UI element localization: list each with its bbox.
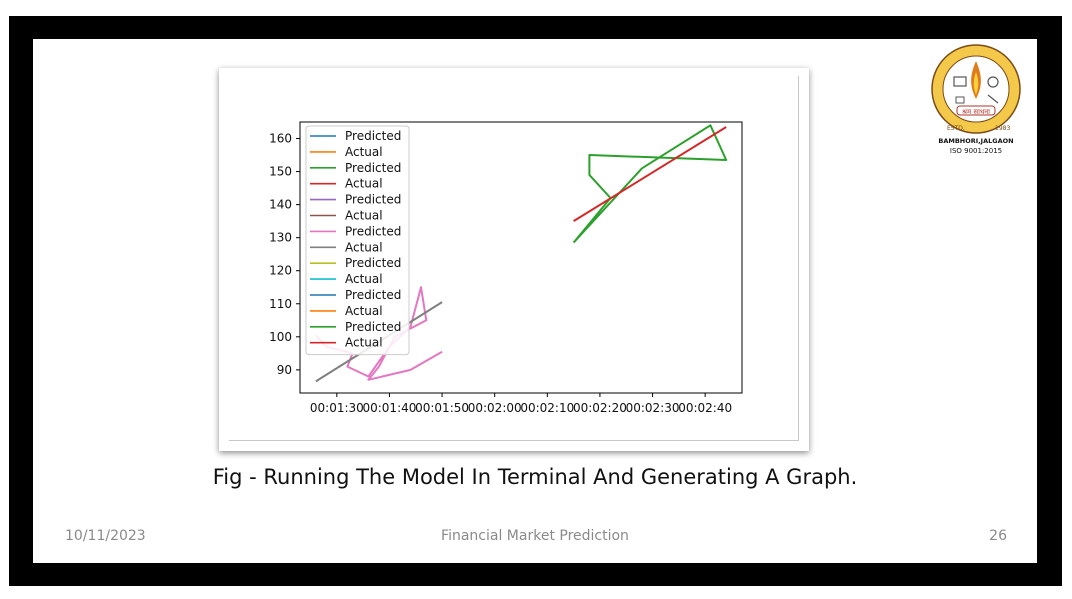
legend: PredictedActualPredictedActualPredictedA… (305, 125, 410, 356)
footer-date: 10/11/2023 (65, 528, 146, 544)
x-axis: 00:01:3000:01:4000:01:5000:02:0000:02:10… (310, 393, 732, 415)
legend-label: Actual (345, 304, 383, 318)
legend-label: Actual (345, 240, 383, 254)
slide: 90 100 110 120 130 140 150 160 00:01:30 00:01:40… (33, 39, 1037, 563)
logo-estd: ESTD. (947, 125, 965, 132)
legend-label: Actual (345, 272, 383, 286)
x-tick-label: 00:02:40 (678, 401, 732, 415)
legend-label: Predicted (345, 193, 401, 207)
y-tick-label: 150 (269, 165, 292, 179)
y-axis: 90 100 110 120 130 140 150 160 (269, 132, 300, 377)
y-tick-label: 100 (269, 330, 292, 344)
x-tick-label: 00:02:10 (520, 401, 574, 415)
line-chart: 90 100 110 120 130 140 150 160 00:01:3000:01:40… (269, 121, 743, 415)
legend-label: Predicted (345, 161, 401, 175)
series-line-7-predicted (315, 286, 443, 381)
y-tick-label: 130 (269, 231, 292, 245)
x-tick-label: 00:01:50 (415, 401, 469, 415)
series-layer (315, 124, 728, 383)
logo-motto: श्रम साधना (962, 108, 990, 116)
logo-iso: ISO 9001:2015 (950, 147, 1002, 155)
logo-location: BAMBHORI,JALGAON (938, 137, 1013, 145)
figure-card: 90 100 110 120 130 140 150 160 00:01:30 00:01:40… (219, 68, 809, 451)
x-tick-label: 00:01:30 (310, 401, 364, 415)
legend-label: Predicted (345, 129, 401, 143)
legend-label: Actual (345, 177, 383, 191)
slide-number: 26 (989, 528, 1007, 544)
legend-label: Predicted (345, 288, 401, 302)
x-tick-label: 00:02:00 (468, 401, 522, 415)
footer-title: Financial Market Prediction (441, 528, 629, 544)
y-tick-label: 90 (277, 363, 292, 377)
figure-divider-right (798, 76, 799, 441)
x-tick-label: 00:01:40 (362, 401, 416, 415)
x-tick-label: 00:02:20 (573, 401, 627, 415)
legend-label: Actual (345, 145, 383, 159)
legend-label: Actual (345, 209, 383, 223)
college-logo: श्रम साधना ESTD. 1983 BAMBHORI,JALGAON I… (931, 44, 1021, 155)
figure-caption: Fig - Running The Model In Terminal And … (212, 465, 858, 489)
series-line-14-actual (573, 126, 727, 222)
y-tick-label: 120 (269, 264, 292, 278)
legend-label: Predicted (345, 256, 401, 270)
plot-frame (299, 121, 743, 394)
legend-label: Actual (345, 336, 383, 350)
y-tick-label: 140 (269, 198, 292, 212)
y-tick-label: 160 (269, 132, 292, 146)
y-tick-label: 110 (269, 297, 292, 311)
series-line-13-predicted (572, 124, 728, 244)
logo-year: 1983 (995, 125, 1010, 132)
legend-label: Predicted (345, 224, 401, 238)
x-tick-label: 00:02:30 (626, 401, 680, 415)
figure-divider-bottom (229, 440, 799, 441)
legend-label: Predicted (345, 320, 401, 334)
